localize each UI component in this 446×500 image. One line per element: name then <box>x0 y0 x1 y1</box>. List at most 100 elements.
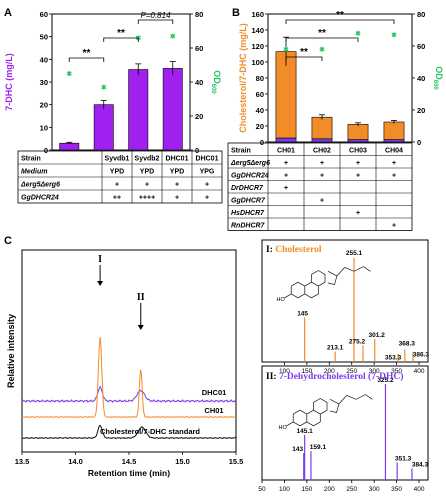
ms2-xtick-label: 250 <box>346 486 357 493</box>
a-ytick-label: 0 <box>44 146 48 155</box>
ms1-xtick-label: 350 <box>391 368 402 375</box>
a-table-cell: DHC01 <box>166 156 189 163</box>
b-od600-point <box>283 46 289 52</box>
a-significance-bracket <box>68 57 105 62</box>
ms2-ms-peak-label: 145.1 <box>297 428 314 435</box>
c-xtick-label: 14.5 <box>122 457 137 466</box>
a-table-cell: + <box>175 182 179 189</box>
b-table-cell: HsDHCR7 <box>231 210 265 217</box>
b-od600-point <box>355 30 361 36</box>
b-ytick-label: 120 <box>251 42 264 51</box>
a-table-cell: + <box>205 195 209 202</box>
a-significance-bracket <box>137 19 174 24</box>
b-table-cell: + <box>320 160 324 167</box>
b-table-cell: CH03 <box>349 147 367 154</box>
ms2-xtick-label: 300 <box>369 486 380 493</box>
b-table-cell: + <box>356 172 360 179</box>
a-y2tick-label: 80 <box>195 10 203 19</box>
ms1-title: I: Cholesterol <box>266 245 322 255</box>
a-ytick-label: 20 <box>40 101 48 110</box>
b-bar-7-dhc <box>275 137 297 143</box>
b-table-cell: + <box>320 197 324 204</box>
ms2-xtick-label: 150 <box>301 486 312 493</box>
ms2-xtick-label: 200 <box>324 486 335 493</box>
c-peak-arrow-head <box>137 325 144 330</box>
a-table-cell: YPD <box>170 169 184 176</box>
a-significance-label: ** <box>83 48 91 59</box>
a-table-cell: Syvdb2 <box>135 156 160 163</box>
a-table-cell: YPG <box>200 169 215 176</box>
a-table-cell: YPD <box>140 169 154 176</box>
a-ylabel: 7-DHC (mg/L) <box>4 53 14 111</box>
a-od600-point <box>101 84 107 90</box>
b-ytick-label: 140 <box>251 26 264 35</box>
b-ytick-label: 20 <box>256 122 264 131</box>
panel-label-c: C <box>4 235 12 247</box>
a-bar <box>128 69 149 151</box>
a-table-cell: + <box>145 182 149 189</box>
b-ytick-label: 0 <box>260 138 264 147</box>
b-table-cell: + <box>392 222 396 229</box>
ms2-title: II: 7-Dehydrocholesterol (7-DHC) <box>266 371 403 382</box>
ms1-xtick-label: 400 <box>414 368 425 375</box>
b-table-cell: GgDHCR7 <box>231 197 266 204</box>
b-bar-7-dhc <box>383 139 405 143</box>
b-significance-label: ** <box>300 47 308 58</box>
b-table-frame <box>227 142 413 231</box>
ms1-xtick-label: 300 <box>369 368 380 375</box>
a-ytick-label: 30 <box>40 78 48 87</box>
c-trace-label: CH01 <box>204 406 223 415</box>
ms2-ms-peak-label: 351.3 <box>395 456 412 463</box>
ms2-ms-peak-label: 159.1 <box>310 444 327 451</box>
panel-label-b: B <box>232 7 240 19</box>
a-y2tick-label: 20 <box>195 112 203 121</box>
b-y2tick-label: 40 <box>417 74 425 83</box>
b-table-cell: + <box>284 185 288 192</box>
c-trace-dhc01 <box>21 385 237 403</box>
b-significance-bracket <box>285 37 359 42</box>
ms2-structure-7dhc <box>286 394 373 427</box>
b-ytick-label: 40 <box>256 106 264 115</box>
a-table-cell: YPD <box>110 169 124 176</box>
ms1-plot-frame <box>261 239 429 363</box>
c-trace-cholesterol-7-dhc-standard <box>21 424 237 440</box>
b-ytick-label: 80 <box>256 74 264 83</box>
a-bar <box>59 142 80 151</box>
b-y2tick-label: 20 <box>417 106 425 115</box>
a-od600-point <box>170 33 176 39</box>
ms1-ms-peak-label: 255.1 <box>346 250 363 257</box>
c-peak-arrow-head <box>97 281 104 286</box>
a-table-cell: + <box>205 182 209 189</box>
a-table-cell: Strain <box>21 156 41 163</box>
a-table-cell: ++++ <box>139 195 155 202</box>
b-table-cell: + <box>320 172 324 179</box>
a-ytick-label: 10 <box>40 123 48 132</box>
ms1-structure-cholesterol-ho-label: HO <box>276 297 285 303</box>
a-ytick-label: 50 <box>40 33 48 42</box>
c-ylabel: Relative intensity <box>6 314 16 388</box>
b-table-cell: Strain <box>231 147 251 154</box>
b-y2label: OD600 <box>432 66 444 90</box>
ms1-ms-peak-label: 213.1 <box>327 345 344 352</box>
a-y2tick-label: 0 <box>195 146 199 155</box>
ms1-xtick-label: 150 <box>301 368 312 375</box>
b-table-cell: + <box>284 172 288 179</box>
b-table-cell: GgDHCR24 <box>231 172 269 179</box>
ms2-ms-peak-label: 143 <box>292 446 303 453</box>
b-ytick-label: 100 <box>251 58 264 67</box>
a-ytick-label: 40 <box>40 55 48 64</box>
ms1-ms-peak-label: 353.3 <box>385 355 402 362</box>
panel-ms-cholesterol: 100 150 200 250 300 350 400145213.1255.1275.23… <box>261 239 429 375</box>
b-significance-label: ** <box>336 10 344 21</box>
ms1-xtick-label: 100 <box>279 368 290 375</box>
a-table-cell: Medium <box>21 169 47 176</box>
c-xtick-label: 13.5 <box>15 457 30 466</box>
c-trace-label: DHC01 <box>202 388 227 397</box>
c-peak-label: II <box>137 292 145 303</box>
ms1-xtick-label: 200 <box>324 368 335 375</box>
a-y2tick-label: 60 <box>195 44 203 53</box>
a-y2label: OD600 <box>210 70 222 94</box>
b-bar-cholesterol <box>311 116 333 140</box>
b-bar-cholesterol <box>383 121 405 140</box>
